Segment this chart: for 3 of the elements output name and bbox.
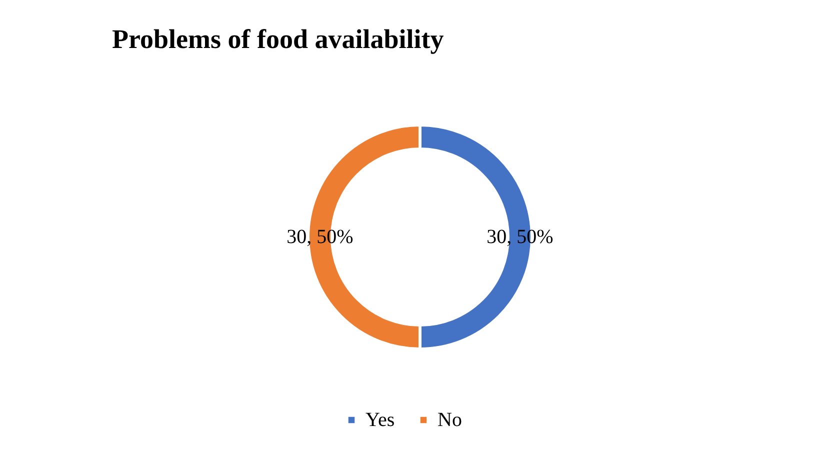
chart-title: Problems of food availability	[112, 24, 444, 54]
legend-label: Yes	[366, 409, 395, 431]
legend-label: No	[438, 409, 462, 431]
